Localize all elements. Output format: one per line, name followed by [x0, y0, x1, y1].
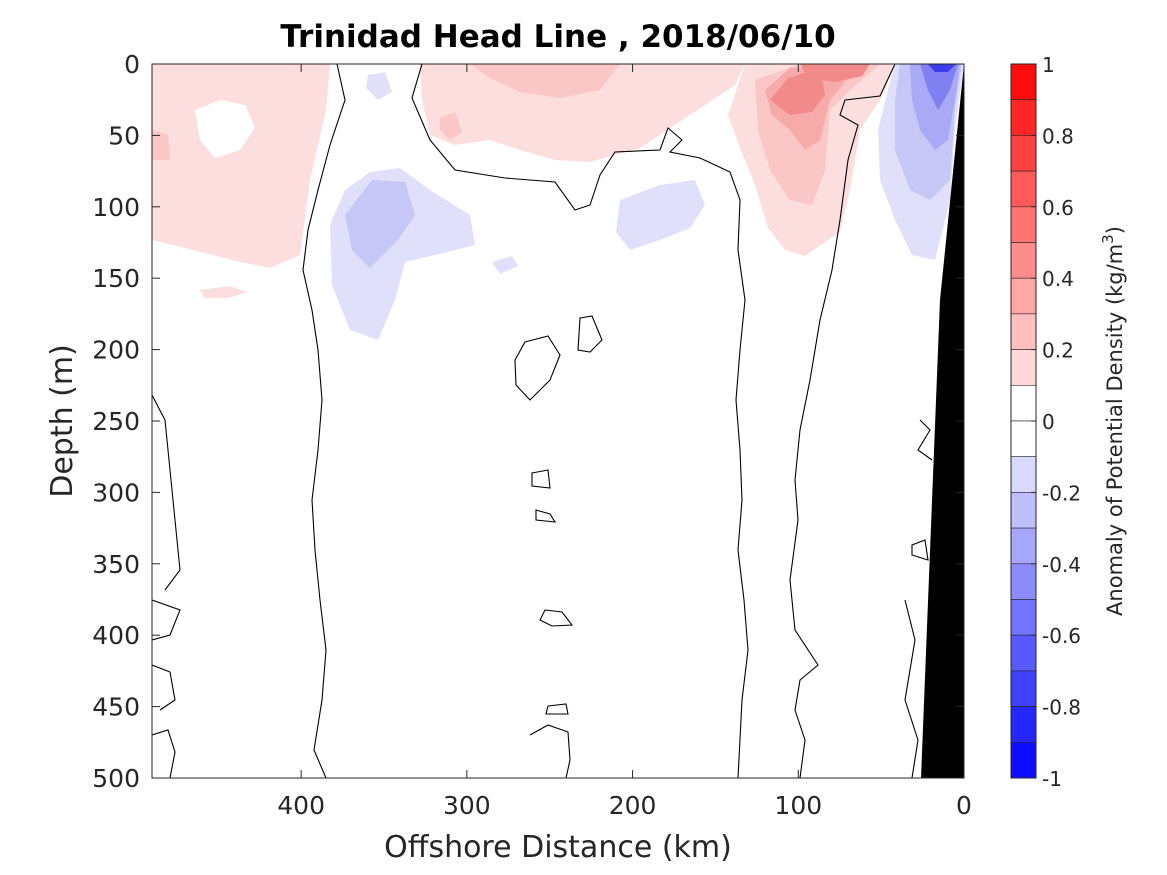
- zero-contour-15: [917, 419, 933, 461]
- positive-anomaly-center: [420, 64, 745, 162]
- zero-contour-12: [539, 609, 574, 627]
- y-tick-label: 100: [92, 193, 140, 222]
- colorbar-label-main: Anomaly of Potential Density (kg/m: [1103, 244, 1127, 616]
- x-tick-label: 100: [774, 791, 822, 820]
- zero-contour-1: [302, 64, 346, 778]
- negative-anomaly-small-2: [492, 256, 518, 274]
- y-axis: 0 50 100 150 200 250 300 350 400 450 500: [92, 50, 964, 793]
- colorbar-tick-label: 0.4: [1042, 267, 1074, 291]
- zero-contour-8: [514, 335, 561, 401]
- zero-contour-2: [411, 64, 749, 778]
- colorbar-level: [1010, 99, 1037, 136]
- x-tick-label: 300: [443, 791, 491, 820]
- colorbar-level: [1010, 527, 1037, 565]
- colorbar-tick-label: 0.8: [1042, 124, 1074, 148]
- positive-anomaly-nearshore-surface: [800, 64, 870, 82]
- positive-anomaly-center-core: [440, 112, 462, 140]
- colorbar-tick-label: -1: [1042, 767, 1062, 791]
- zero-contour-3: [789, 64, 896, 778]
- colorbar-level: [1010, 670, 1037, 707]
- colorbar-level: [1010, 492, 1037, 529]
- plot-area: [151, 63, 965, 779]
- negative-anomaly-coastal-4: [920, 64, 958, 110]
- zero-contour-17: [904, 599, 919, 778]
- colorbar-tick-label: -0.2: [1042, 481, 1081, 505]
- y-tick-label: 400: [92, 621, 140, 650]
- zero-contour-14: [529, 724, 571, 778]
- zero-contour-9: [577, 315, 603, 353]
- colorbar-tick-label: -0.8: [1042, 696, 1081, 720]
- chart-title: Trinidad Head Line , 2018/06/10: [280, 19, 835, 55]
- zero-contour-6: [152, 664, 176, 711]
- y-tick-label: 500: [92, 764, 140, 793]
- colorbar-level: [1010, 634, 1037, 672]
- negative-anomaly-west-core: [345, 180, 415, 268]
- colorbar-level: [1010, 456, 1037, 493]
- zero-contour-11: [535, 509, 557, 523]
- colorbar-tick-label: -0.4: [1042, 553, 1081, 577]
- x-tick-label: 400: [277, 791, 325, 820]
- zero-contour-4: [152, 394, 181, 591]
- colorbar-level: [1010, 599, 1037, 636]
- colorbar: 1 0.8 0.6 0.4 0.2 0 -0.2 -0.4 -0.6 -0.8 -1: [1010, 53, 1081, 791]
- x-tick-label: 0: [956, 791, 972, 820]
- zero-contour-13: [545, 703, 569, 715]
- colorbar-level: [1010, 349, 1037, 386]
- y-tick-label: 250: [92, 407, 140, 436]
- colorbar-label-sup: 3: [1099, 234, 1117, 244]
- zero-contour-5: [152, 599, 181, 641]
- y-tick-label: 150: [92, 264, 140, 293]
- y-tick-label: 450: [92, 693, 140, 722]
- positive-anomaly-nearshore-4: [770, 68, 825, 115]
- colorbar-tick-label: 0.6: [1042, 196, 1074, 220]
- colorbar-level: [1010, 277, 1037, 315]
- zero-contour-16: [911, 539, 929, 561]
- colorbar-level: [1010, 63, 1037, 101]
- y-tick-label: 0: [124, 50, 140, 79]
- positive-anomaly-center-top: [470, 64, 620, 98]
- y-tick-label: 300: [92, 478, 140, 507]
- y-tick-label: 200: [92, 336, 140, 365]
- colorbar-level: [1010, 563, 1037, 600]
- colorbar-level: [1010, 706, 1037, 743]
- negative-anomaly-coastal-surface: [928, 64, 956, 72]
- colorbar-level: [1010, 313, 1037, 350]
- x-tick-label: 200: [609, 791, 657, 820]
- negative-anomaly-mid: [616, 180, 705, 250]
- y-axis-label: Depth (m): [45, 344, 80, 498]
- colorbar-tick-label: 0.2: [1042, 339, 1074, 363]
- positive-anomaly-offshore-patch: [200, 286, 248, 298]
- x-axis-label: Offshore Distance (km): [384, 830, 732, 865]
- x-axis: 400 300 200 100 0: [277, 64, 972, 820]
- zero-contour-10: [531, 469, 551, 489]
- colorbar-label-close: ): [1103, 226, 1127, 234]
- colorbar-level: [1010, 242, 1037, 279]
- zero-contour-7: [152, 729, 176, 778]
- colorbar-tick-label: 0: [1042, 410, 1055, 434]
- colorbar-label: Anomaly of Potential Density (kg/m3): [1099, 226, 1127, 616]
- y-tick-label: 350: [92, 550, 140, 579]
- zero-contours: [152, 64, 933, 778]
- y-tick-label: 50: [108, 121, 140, 150]
- anomaly-fills: [152, 64, 964, 340]
- colorbar-level: [1010, 206, 1037, 243]
- colorbar-level: [1010, 420, 1037, 458]
- colorbar-level: [1010, 135, 1037, 172]
- colorbar-level: [1010, 384, 1037, 422]
- negative-anomaly-small-1: [366, 72, 392, 100]
- colorbar-level: [1010, 741, 1037, 779]
- colorbar-level: [1010, 170, 1037, 208]
- bathymetry: [921, 64, 964, 778]
- colorbar-tick-label: 1: [1042, 53, 1055, 77]
- colorbar-tick-label: -0.6: [1042, 624, 1081, 648]
- positive-anomaly-offshore-core: [152, 130, 170, 160]
- positive-anomaly-offshore-hole: [195, 100, 255, 158]
